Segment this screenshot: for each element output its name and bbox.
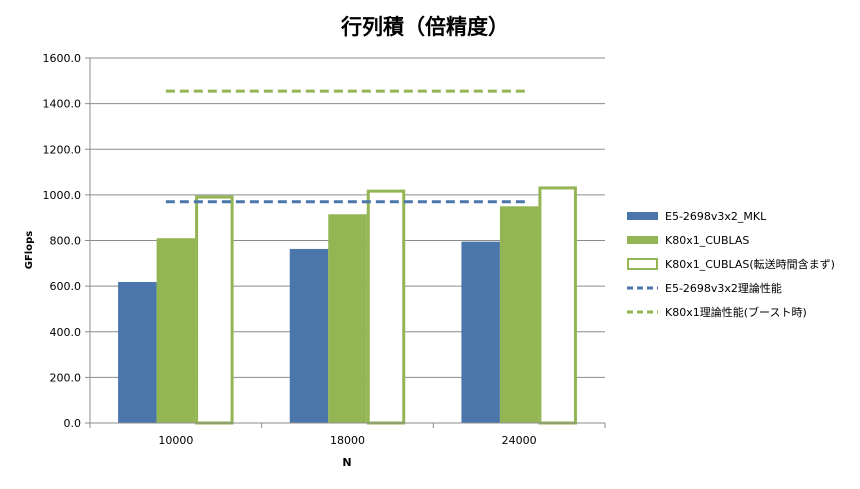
y-tick-label: 0.0 xyxy=(64,417,82,430)
bar-3 xyxy=(366,189,406,425)
legend-label: K80x1_CUBLAS xyxy=(665,234,749,247)
x-tick-label: 24000 xyxy=(502,434,537,447)
legend-swatch xyxy=(627,236,658,244)
axes xyxy=(89,58,606,428)
y-tick-label: 400.0 xyxy=(50,326,82,339)
bar-2 xyxy=(499,206,539,423)
y-tick-label: 200.0 xyxy=(50,371,82,384)
legend-label: E5-2698v3x2_MKL xyxy=(665,210,767,223)
y-tick-labels: 0.0 200.0 400.0 600.0 800.0 1000.0 1200.0 1400.… xyxy=(43,52,82,430)
x-axis-label: N xyxy=(342,456,351,469)
bars xyxy=(118,186,577,425)
bar-1 xyxy=(461,241,500,423)
bar-1 xyxy=(118,282,157,423)
y-tick-label: 800.0 xyxy=(50,235,82,248)
bar-2 xyxy=(156,238,196,423)
legend: E5-2698v3x2_MKL K80x1_CUBLAS K80x1_CUBLAS(… xyxy=(627,210,835,319)
reference-lines xyxy=(165,89,530,204)
bar-1 xyxy=(289,248,329,423)
legend-label: E5-2698v3x2理論性能 xyxy=(665,281,782,295)
y-axis-label: GFlops xyxy=(24,231,35,269)
chart-title: 行列積（倍精度） xyxy=(340,15,509,39)
bar-3 xyxy=(538,186,577,425)
legend-swatch xyxy=(627,212,658,220)
y-tick-label: 1600.0 xyxy=(43,52,82,65)
x-tick-label: 10000 xyxy=(158,434,193,447)
x-tick-label: 18000 xyxy=(330,434,365,447)
y-tick-label: 600.0 xyxy=(50,280,82,293)
bar-2 xyxy=(328,214,367,423)
bar-3 xyxy=(195,195,234,425)
y-tick-label: 1000.0 xyxy=(43,189,82,202)
y-tick-label: 1200.0 xyxy=(43,143,82,156)
x-tick-labels: 10000 18000 24000 xyxy=(158,434,536,447)
legend-label: K80x1理論性能(ブースト時) xyxy=(665,305,807,319)
y-tick-label: 1400.0 xyxy=(43,98,82,111)
legend-swatch xyxy=(627,258,658,270)
legend-label: K80x1_CUBLAS(転送時間含まず) xyxy=(665,257,835,271)
